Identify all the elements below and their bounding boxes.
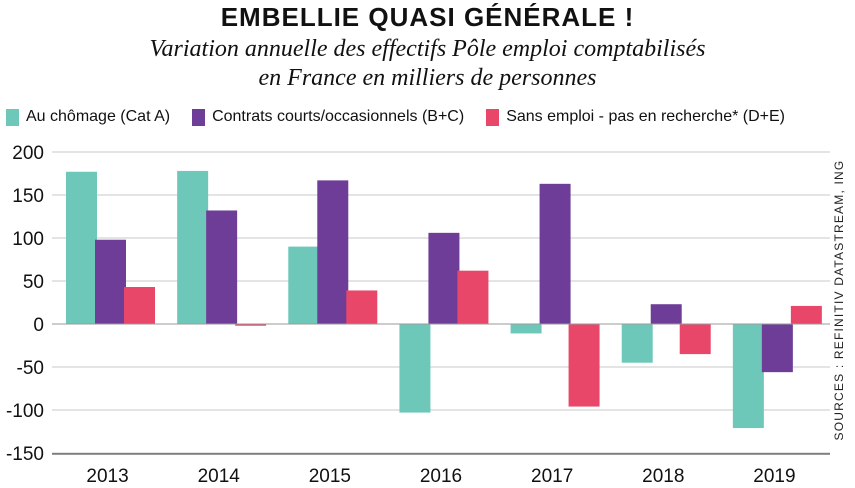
y-tick-label: 200 [12,143,44,164]
legend-item-cat-a: Au chômage (Cat A) [6,108,170,126]
y-tick-label: 150 [12,186,44,207]
bar-cat-a [399,324,431,413]
legend-label-b-c: Contrats courts/occasionnels (B+C) [212,108,465,125]
bar-cat-a [732,324,764,429]
bar-b-c [428,232,460,324]
x-tick-label: 2013 [86,466,128,487]
legend-swatch-b-c [192,108,206,126]
x-tick-label: 2016 [420,466,462,487]
x-tick-label: 2019 [753,466,795,487]
bar-cat-a [288,246,320,324]
bar-d-e [346,290,378,324]
bar-d-e [790,305,822,324]
bar-cat-a [510,324,542,334]
chart-title: EMBELLIE QUASI GÉNÉRALE ! [220,2,635,32]
source-note: SOURCES : REFINITIV DATASTREAM, ING [832,159,846,441]
bar-b-c [317,180,349,324]
x-tick-label: 2014 [198,466,241,487]
bar-b-c [95,239,126,324]
y-tick-label: -50 [17,358,44,379]
legend-item-b-c: Contrats courts/occasionnels (B+C) [192,108,464,126]
bar-b-c [539,183,571,324]
legend: Au chômage (Cat A) Contrats courts/occas… [6,104,807,130]
bar-b-c [761,324,793,373]
bar-d-e [679,324,711,355]
chart-subtitle-line-1: Variation annuelle des effectifs Pôle em… [149,36,706,62]
y-tick-label: -150 [6,444,44,465]
legend-label-d-e: Sans emploi - pas en recherche* (D+E) [506,108,785,125]
legend-item-d-e: Sans emploi - pas en recherche* (D+E) [486,108,785,126]
bar-d-e [457,270,489,324]
bar-d-e [235,324,267,326]
y-tick-label: -100 [6,401,44,422]
legend-swatch-d-e [486,108,500,126]
bar-d-e [124,287,155,324]
bar-b-c [650,304,682,324]
y-tick-label: 100 [12,229,44,250]
legend-swatch-cat-a [6,108,19,126]
y-tick-label: 0 [33,315,44,336]
chart-subtitle-line-2: en France en milliers de personnes [258,65,597,91]
bar-cat-a [66,171,97,324]
bar-cat-a [621,324,653,363]
legend-label-cat-a: Au chômage (Cat A) [26,108,171,125]
x-tick-label: 2015 [309,466,351,487]
x-tick-label: 2018 [642,466,684,487]
x-tick-label: 2017 [531,466,573,487]
bar-b-c [206,210,238,324]
bar-cat-a [177,170,209,324]
bar-d-e [568,324,600,407]
y-tick-label: 50 [23,272,44,293]
